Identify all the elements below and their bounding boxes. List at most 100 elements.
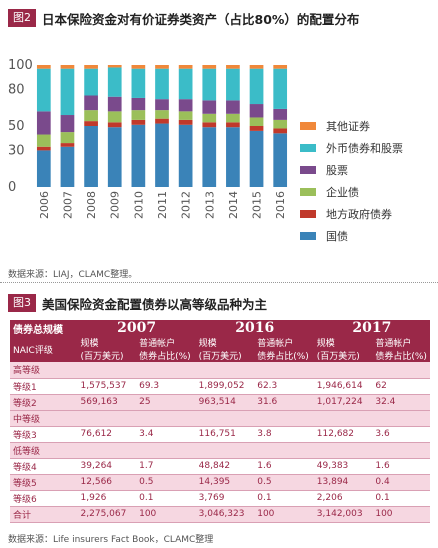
bar-segment bbox=[107, 67, 122, 97]
scale-cell: 2,275,067 bbox=[77, 506, 137, 523]
ratio-cell: 25 bbox=[136, 394, 196, 411]
legend-item: 企业债 bbox=[300, 181, 403, 203]
bar-segment bbox=[226, 122, 240, 128]
bar-segment bbox=[60, 143, 75, 147]
bar-segment bbox=[273, 108, 288, 120]
bar-segment bbox=[273, 119, 288, 129]
legend-label: 企业债 bbox=[326, 186, 359, 199]
figure2-chart-area: 0 30 50 80 100 2006 2007 2008 2009 2010 2011 2012 20… bbox=[0, 30, 438, 255]
bar-segment bbox=[84, 121, 98, 126]
table-group-row: 中等级 bbox=[10, 410, 430, 427]
bar-segment bbox=[202, 100, 217, 114]
bar-segment bbox=[178, 99, 193, 112]
scale-cell: 2,206 bbox=[313, 490, 373, 507]
bar-segment bbox=[226, 113, 240, 123]
figure3-title: 美国保险资金配置债券以高等级品种为主 bbox=[42, 296, 268, 312]
bar-segment bbox=[60, 132, 75, 144]
bar-segment bbox=[60, 115, 75, 133]
table-row: 等级5 12,566 0.5 14,395 0.5 13,894 0.4 bbox=[10, 474, 430, 491]
header-year-2016: 2016 bbox=[195, 320, 314, 336]
header-year-2007: 2007 bbox=[77, 320, 196, 336]
bar-segment bbox=[178, 68, 193, 100]
bar-segment bbox=[226, 100, 240, 114]
bar-segment bbox=[202, 127, 217, 187]
scale-cell: 39,264 bbox=[77, 458, 137, 475]
bar-segment bbox=[249, 65, 264, 69]
header-naic-rating: NAIC评级 bbox=[10, 336, 78, 362]
scale-cell: 49,383 bbox=[313, 458, 373, 475]
ratio-cell: 0.4 bbox=[372, 474, 430, 491]
scale-cell: 112,682 bbox=[313, 426, 373, 443]
ratio-cell: 62.3 bbox=[254, 378, 314, 395]
legend-item: 股票 bbox=[300, 159, 403, 181]
bar-segment bbox=[131, 119, 146, 125]
header-ratio-2016: 普通帐户 债券占比(%) bbox=[254, 336, 314, 362]
bar-segment bbox=[107, 127, 122, 187]
ratio-cell: 100 bbox=[254, 506, 314, 523]
scale-cell: 116,751 bbox=[195, 426, 255, 443]
scale-cell: 76,612 bbox=[77, 426, 137, 443]
bar-segment bbox=[273, 65, 288, 69]
header-scale-2016: 规模 (百万美元) bbox=[195, 336, 255, 362]
scale-cell: 3,142,003 bbox=[313, 506, 373, 523]
ratio-cell: 69.3 bbox=[136, 378, 196, 395]
bar-segment bbox=[155, 110, 169, 119]
ratio-cell: 0.1 bbox=[372, 490, 430, 507]
bar-segment bbox=[273, 133, 288, 187]
legend-swatch bbox=[300, 122, 316, 130]
group-label: 高等级 bbox=[10, 362, 430, 379]
ratio-cell: 100 bbox=[372, 506, 430, 523]
bar-segment bbox=[202, 65, 217, 69]
figure3-tag: 图3 bbox=[8, 294, 36, 312]
bar-segment bbox=[84, 65, 98, 69]
bar-segment bbox=[84, 110, 98, 122]
chart-legend: 其他证券 外币债券和股票 股票 企业债 地方政府债券 国债 bbox=[300, 115, 403, 247]
bar-segment bbox=[107, 65, 122, 68]
bar-segment bbox=[155, 65, 169, 69]
figure3-header: 图3 美国保险资金配置债券以高等级品种为主 bbox=[8, 293, 267, 313]
x-tick-label: 2013 bbox=[203, 191, 216, 219]
bar-segment bbox=[249, 126, 264, 131]
rating-label: 等级4 bbox=[10, 458, 78, 475]
y-tick-label: 50 bbox=[8, 119, 25, 134]
scale-cell: 963,514 bbox=[195, 394, 255, 411]
scale-cell: 3,046,323 bbox=[195, 506, 255, 523]
scale-cell: 3,769 bbox=[195, 490, 255, 507]
rating-label: 合计 bbox=[10, 506, 78, 523]
table-row: 等级2 569,163 25 963,514 31.6 1,017,224 32.4 bbox=[10, 394, 430, 411]
scale-cell: 1,017,224 bbox=[313, 394, 373, 411]
scale-cell: 1,575,537 bbox=[77, 378, 137, 395]
rating-label: 等级5 bbox=[10, 474, 78, 491]
bar-segment bbox=[202, 68, 217, 101]
bar-segment bbox=[202, 122, 217, 128]
ratio-cell: 3.8 bbox=[254, 426, 314, 443]
rating-label: 等级6 bbox=[10, 490, 78, 507]
y-tick-label: 80 bbox=[8, 82, 25, 97]
bar-segment bbox=[36, 68, 51, 112]
ratio-cell: 0.1 bbox=[254, 490, 314, 507]
scale-cell: 12,566 bbox=[77, 474, 137, 491]
legend-label: 股票 bbox=[326, 164, 348, 177]
x-tick-label: 2007 bbox=[61, 191, 74, 219]
bar-segment bbox=[84, 126, 98, 187]
bar-segment bbox=[178, 119, 193, 125]
x-tick-label: 2016 bbox=[274, 191, 287, 219]
x-tick-label: 2006 bbox=[38, 191, 51, 219]
table-group-row: 低等级 bbox=[10, 442, 430, 459]
section-divider bbox=[0, 282, 438, 283]
ratio-cell: 0.5 bbox=[136, 474, 196, 491]
table-header-row-metrics: NAIC评级 规模 (百万美元) 普通帐户 债券占比(%) 规模 (百万美元) 普通帐… bbox=[10, 336, 430, 362]
group-label: 低等级 bbox=[10, 442, 430, 459]
bar-segment bbox=[178, 124, 193, 187]
bar-segment bbox=[155, 99, 169, 111]
table-row: 等级6 1,926 0.1 3,769 0.1 2,206 0.1 bbox=[10, 490, 430, 507]
x-tick-label: 2011 bbox=[156, 191, 169, 219]
legend-swatch bbox=[300, 166, 316, 174]
header-scale-2007: 规模 (百万美元) bbox=[77, 336, 137, 362]
table-row: 等级3 76,612 3.4 116,751 3.8 112,682 3.6 bbox=[10, 426, 430, 443]
bar-segment bbox=[84, 95, 98, 111]
y-tick-label: 0 bbox=[8, 180, 16, 195]
scale-cell: 1,946,614 bbox=[313, 378, 373, 395]
x-tick-label: 2014 bbox=[227, 191, 240, 219]
legend-swatch bbox=[300, 232, 316, 240]
